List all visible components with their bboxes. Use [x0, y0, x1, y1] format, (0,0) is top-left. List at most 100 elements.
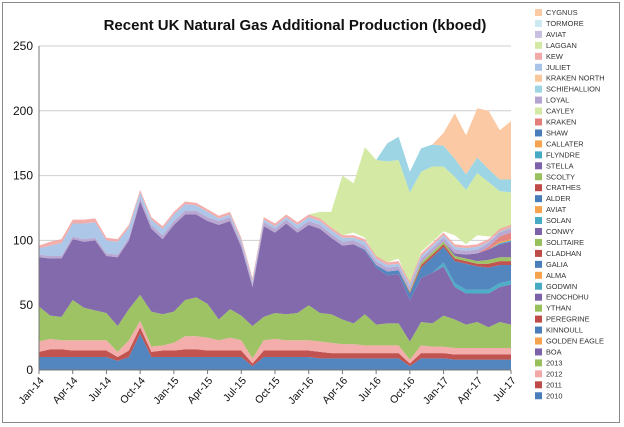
legend-label: CALLATER	[546, 139, 584, 148]
y-tick-label: 0	[26, 363, 33, 377]
x-tick-label: Jan-16	[286, 375, 317, 407]
legend-swatch	[535, 19, 542, 27]
legend-label: CAYLEY	[546, 107, 575, 116]
legend-label: SCOLTY	[546, 172, 575, 181]
x-tick-label: Oct-14	[118, 375, 148, 407]
legend-label: CYGNUS	[546, 8, 578, 17]
legend-label: 2011	[546, 380, 562, 389]
legend-swatch	[535, 326, 542, 334]
legend-label: STELLA	[546, 161, 574, 170]
y-tick-label: 200	[13, 104, 33, 118]
x-tick-label: Jul-17	[491, 375, 519, 404]
stacked-area-chart: Recent UK Natural Gas Additional Product…	[13, 8, 605, 407]
y-tick-label: 100	[13, 233, 33, 247]
chart-title: Recent UK Natural Gas Additional Product…	[104, 17, 487, 34]
legend-label: PEREGRINE	[546, 315, 590, 324]
legend-swatch	[535, 271, 542, 279]
legend-swatch	[535, 249, 542, 257]
legend-swatch	[535, 304, 542, 312]
overlay-areas	[39, 108, 511, 286]
chart-frame: Recent UK Natural Gas Additional Product…	[2, 2, 620, 423]
legend-label: KINNOULL	[546, 326, 583, 335]
area-2013	[39, 294, 511, 360]
legend-swatch	[535, 85, 542, 93]
legend-swatch	[535, 151, 542, 159]
legend-swatch	[535, 381, 542, 389]
legend-label: GODWIN	[546, 282, 577, 291]
legend-swatch	[535, 9, 542, 16]
axes	[38, 46, 512, 374]
legend-label: FLYNDRE	[546, 150, 580, 159]
legend-label: 2013	[546, 358, 562, 367]
legend-label: BOA	[546, 347, 562, 356]
area-cayley	[39, 147, 511, 286]
area-2011	[39, 327, 511, 367]
legend-swatch	[535, 129, 542, 137]
legend-swatch	[535, 260, 542, 268]
area-2010	[39, 333, 511, 370]
y-tick-label: 150	[13, 169, 33, 183]
x-tick-label: Jan-17	[421, 375, 452, 407]
legend-swatch	[535, 118, 542, 126]
legend-label: SCHIEHALLION	[546, 85, 600, 94]
legend-swatch	[535, 41, 542, 49]
legend-swatch	[535, 184, 542, 192]
x-axis-ticks: Jan-14 Apr-14 Jul-14 Oct-14 Jan-15 Apr-15 Jul-…	[16, 375, 519, 407]
legend-swatch	[535, 107, 542, 115]
legend-swatch	[535, 293, 542, 301]
legend-swatch	[535, 96, 542, 104]
legend-label: KEW	[546, 52, 563, 61]
legend-label: CONWY	[546, 227, 574, 236]
x-tick-label: Jul-16	[356, 375, 384, 404]
legend-label: SOLITAIRE	[546, 238, 584, 247]
y-tick-label: 50	[20, 298, 34, 312]
legend-label: LOYAL	[546, 96, 569, 105]
legend-swatch	[535, 392, 542, 400]
legend-swatch	[535, 315, 542, 323]
legend-label: CLADHAN	[546, 249, 581, 258]
y-axis-ticks: 0 50 100 150 200 250	[13, 39, 33, 377]
legend-label: GOLDEN EAGLE	[546, 337, 604, 346]
stacked-areas	[39, 189, 511, 370]
legend-swatch	[535, 173, 542, 181]
legend-label: TORMORE	[546, 19, 584, 28]
legend-label: SOLAN	[546, 216, 571, 225]
x-tick-label: Oct-15	[253, 375, 283, 407]
legend-swatch	[535, 348, 542, 356]
legend-label: GALIA	[546, 260, 568, 269]
area-2012	[39, 320, 511, 364]
legend-label: AVIAT	[546, 30, 567, 39]
legend-label: LAGGAN	[546, 41, 577, 50]
legend-swatch	[535, 228, 542, 235]
legend-label: ENOCHDHU	[546, 293, 589, 302]
legend-swatch	[535, 74, 542, 82]
legend-swatch	[535, 370, 542, 378]
legend-label: KRAKEN NORTH	[546, 74, 605, 83]
x-tick-label: Apr-15	[185, 375, 215, 407]
legend-swatch	[535, 162, 542, 170]
legend-swatch	[535, 52, 542, 60]
legend-swatch	[535, 195, 542, 203]
legend-label: 2010	[546, 391, 562, 400]
legend-swatch	[535, 238, 542, 246]
legend-swatch	[535, 30, 542, 38]
legend-swatch	[535, 63, 542, 71]
x-tick-label: Oct-16	[388, 375, 418, 407]
legend-label: ALMA	[546, 271, 566, 280]
legend-label: YTHAN	[546, 304, 571, 313]
x-tick-label: Apr-17	[455, 375, 485, 407]
legend-label: ALDER	[546, 194, 571, 203]
legend-label: CRATHES	[546, 183, 581, 192]
legend-swatch	[535, 282, 542, 290]
legend-swatch	[535, 359, 542, 367]
legend-swatch	[535, 140, 542, 148]
x-tick-label: Jul-15	[221, 375, 249, 404]
x-tick-label: Jul-14	[86, 375, 114, 404]
x-tick-label: Jan-15	[151, 375, 182, 407]
area-solan	[39, 201, 511, 301]
legend-swatch	[535, 206, 542, 214]
legend-swatch	[535, 217, 542, 225]
x-tick-label: Jan-14	[16, 375, 47, 407]
area-loyal	[39, 197, 511, 291]
area-conwy	[39, 201, 511, 342]
